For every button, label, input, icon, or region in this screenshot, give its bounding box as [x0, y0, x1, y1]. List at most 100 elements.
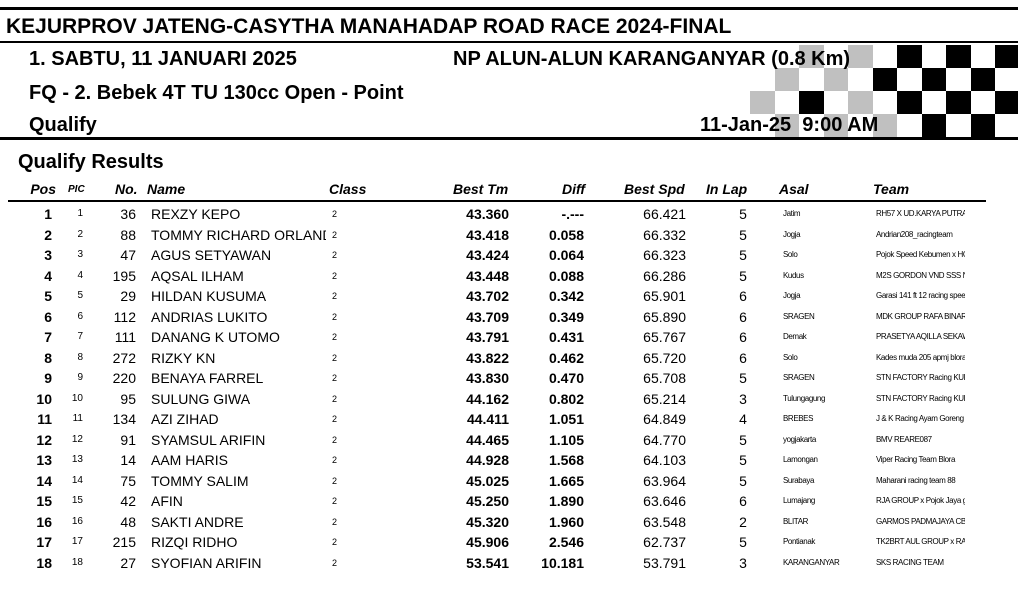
- title-border: [0, 41, 1018, 43]
- cell-in-lap: 5: [739, 534, 747, 550]
- cell-asal: Pontianak: [783, 537, 815, 546]
- col-name: Name: [147, 181, 186, 197]
- cell-best-tm: 43.418: [466, 226, 509, 243]
- cell-in-lap: 6: [739, 349, 747, 366]
- cell-asal: Lumajang: [783, 496, 815, 505]
- cell-pos: 18: [36, 554, 52, 571]
- cell-best-spd: 64.103: [643, 452, 686, 468]
- cell-diff: -.---: [561, 206, 584, 222]
- flag-square: [970, 114, 995, 137]
- cell-name: AZI ZIHAD: [151, 411, 219, 427]
- cell-diff: 0.088: [548, 267, 584, 284]
- table-row: 18 18 27 SYOFIAN ARIFIN 2 53.541 10.181 53.791 3…: [0, 553, 1018, 573]
- cell-pic: 16: [71, 515, 83, 527]
- table-row: 6 6 112 ANDRIAS LUKITO 2 43.709 0.349 65.890 6 SR…: [0, 307, 1018, 327]
- cell-diff: 0.058: [548, 226, 584, 243]
- cell-class: 2: [332, 311, 338, 322]
- table-row: 8 8 272 RIZKY KN 2 43.822 0.462 65.720 6 Solo Kade…: [0, 348, 1018, 368]
- table-row: 9 9 220 BENAYA FARREL 2 43.830 0.470 65.708 5 SRA…: [0, 368, 1018, 388]
- flag-square: [848, 91, 873, 114]
- cell-team: PRASETYA AQILLA SEKAWAN: [876, 332, 965, 341]
- cell-in-lap: 5: [739, 370, 747, 386]
- session-name: Qualify: [29, 114, 97, 136]
- cell-best-tm: 45.250: [466, 493, 509, 509]
- cell-best-spd: 66.286: [643, 267, 686, 284]
- cell-pos: 15: [36, 493, 52, 509]
- cell-best-spd: 64.849: [643, 411, 686, 427]
- cell-pos: 17: [36, 534, 52, 550]
- cell-team: RH57 X UD.KARYA PUTRA R: [876, 209, 965, 218]
- cell-team: SKS RACING TEAM: [876, 557, 944, 567]
- cell-class: 2: [332, 455, 338, 465]
- cell-class: 2: [332, 434, 338, 445]
- cell-name: AAM HARIS: [151, 452, 229, 468]
- cell-pos: 3: [44, 247, 52, 263]
- cell-pos: 10: [36, 390, 52, 407]
- cell-best-spd: 65.214: [643, 390, 686, 407]
- cell-team: TK2BRT AUL GROUP x RAM: [876, 537, 965, 546]
- cell-class: 2: [332, 516, 338, 527]
- cell-in-lap: 5: [739, 267, 747, 284]
- cell-name: DANANG K UTOMO: [151, 329, 280, 345]
- cell-in-lap: 2: [739, 513, 747, 530]
- cell-asal: Jogja: [783, 229, 801, 239]
- cell-asal: SRAGEN: [783, 311, 815, 321]
- cell-asal: Jatim: [783, 209, 801, 218]
- cell-team: STN FACTORY Racing KUDUS: [876, 393, 965, 403]
- table-row: 10 10 95 SULUNG GIWA 2 44.162 0.802 65.214 3 Tulu…: [0, 389, 1018, 409]
- cell-asal: Solo: [783, 250, 798, 259]
- cell-asal: Solo: [783, 352, 798, 362]
- cell-asal: BLITAR: [783, 516, 809, 526]
- col-diff: Diff: [562, 181, 586, 197]
- flag-square: [774, 114, 799, 137]
- session-datetime: 11-Jan-25 9:00 AM: [700, 114, 879, 136]
- cell-no: 111: [114, 329, 136, 345]
- cell-best-spd: 65.720: [643, 349, 686, 366]
- cell-best-tm: 43.360: [466, 206, 509, 222]
- table-row: 17 17 215 RIZQI RIDHO 2 45.906 2.546 62.737 5 Pon…: [0, 532, 1018, 552]
- cell-best-spd: 53.791: [643, 554, 686, 571]
- cell-no: 75: [120, 472, 136, 489]
- cell-class: 2: [332, 229, 338, 240]
- cell-pos: 14: [36, 472, 52, 489]
- flag-square: [897, 45, 922, 68]
- cell-class: 2: [332, 496, 338, 506]
- cell-pic: 6: [77, 310, 83, 322]
- cell-pic: 15: [71, 495, 83, 506]
- cell-no: 14: [120, 452, 136, 468]
- cell-no: 48: [120, 513, 136, 530]
- cell-class: 2: [332, 557, 338, 568]
- cell-best-spd: 66.323: [643, 247, 686, 263]
- flag-square: [946, 45, 971, 68]
- cell-class: 2: [332, 332, 338, 342]
- cell-diff: 2.546: [548, 534, 584, 550]
- header-bottom-border: [0, 137, 1018, 140]
- cell-asal: Kudus: [783, 270, 804, 280]
- cell-in-lap: 4: [739, 411, 747, 427]
- cell-asal: Demak: [783, 332, 807, 341]
- cell-team: J & K Racing Ayam Goreng Elok: [876, 414, 965, 423]
- cell-no: 47: [120, 247, 136, 263]
- col-class: Class: [329, 181, 367, 197]
- table-row: 11 11 134 AZI ZIHAD 2 44.411 1.051 64.849 4 BREBE…: [0, 409, 1018, 429]
- cell-diff: 0.802: [548, 390, 584, 407]
- cell-pic: 4: [77, 269, 83, 281]
- cell-class: 2: [332, 352, 338, 363]
- cell-pic: 2: [77, 228, 83, 240]
- cell-diff: 0.431: [548, 329, 584, 345]
- cell-class: 2: [332, 537, 338, 547]
- cell-name: AGUS SETYAWAN: [151, 247, 272, 263]
- top-border: [0, 7, 1018, 10]
- cell-name: AFIN: [151, 493, 183, 509]
- cell-pic: 9: [77, 372, 83, 383]
- cell-asal: yogjakarta: [783, 434, 816, 444]
- header-divider: [8, 200, 986, 202]
- cell-best-tm: 44.162: [466, 390, 509, 407]
- cell-team: Andrian208_racingteam: [876, 229, 953, 239]
- cell-pos: 2: [44, 226, 52, 243]
- cell-team: STN FACTORY Racing KUDUS: [876, 373, 965, 382]
- cell-in-lap: 6: [739, 288, 747, 304]
- cell-in-lap: 3: [739, 554, 747, 571]
- cell-best-spd: 63.964: [643, 472, 686, 489]
- cell-in-lap: 5: [739, 206, 747, 222]
